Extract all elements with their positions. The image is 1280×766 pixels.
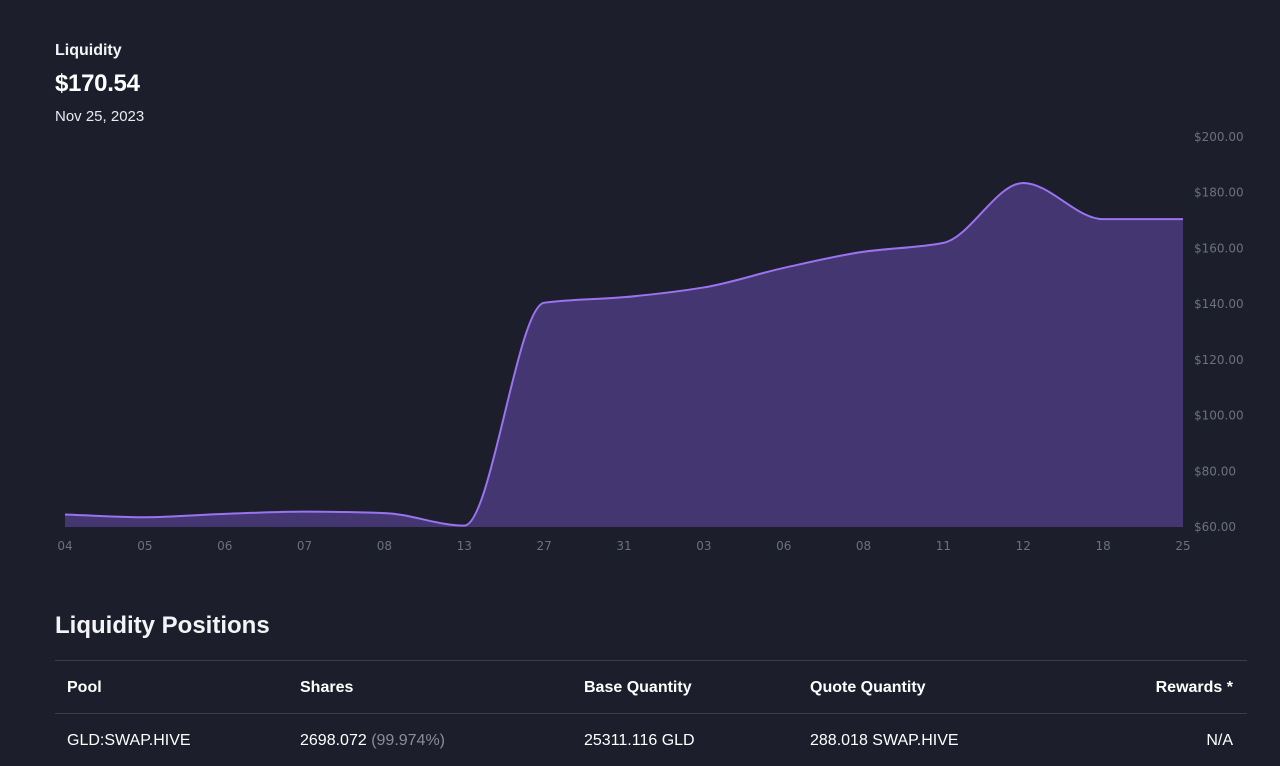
x-tick-label: 06 xyxy=(776,539,791,553)
x-tick-label: 11 xyxy=(936,539,951,553)
y-tick-label: $200.00 xyxy=(1194,130,1244,144)
quote-quantity-cell: 288.018 SWAP.HIVE xyxy=(810,732,959,749)
base-quantity-cell: 25311.116 GLD xyxy=(584,732,695,749)
x-tick-label: 31 xyxy=(616,539,631,553)
y-tick-label: $100.00 xyxy=(1194,409,1244,423)
section-title: Liquidity Positions xyxy=(55,612,270,639)
x-axis-ticks: 04 05 06 07 08 13 27 31 03 06 08 11 12 18 25 xyxy=(57,539,1190,553)
liquidity-area xyxy=(65,182,1183,527)
header-pool[interactable]: Pool xyxy=(67,679,102,696)
header-quote-quantity[interactable]: Quote Quantity xyxy=(810,679,926,696)
x-tick-label: 13 xyxy=(457,539,472,553)
header-rewards[interactable]: Rewards * xyxy=(1155,679,1233,696)
pool-cell[interactable]: GLD:SWAP.HIVE xyxy=(67,732,191,749)
shares-cell: 2698.072 (99.974%) xyxy=(300,732,445,750)
x-tick-label: 27 xyxy=(537,539,552,553)
liquidity-summary: Liquidity $170.54 Nov 25, 2023 xyxy=(55,42,144,125)
y-tick-label: $80.00 xyxy=(1194,464,1236,478)
liquidity-date: Nov 25, 2023 xyxy=(55,108,145,125)
liquidity-label: Liquidity xyxy=(55,42,122,59)
shares-value: 2698.072 xyxy=(300,732,367,749)
rewards-cell: N/A xyxy=(1206,732,1233,749)
header-base-quantity[interactable]: Base Quantity xyxy=(584,679,692,696)
liquidity-chart: $200.00 $180.00 $160.00 $140.00 $120.00 $100.… xyxy=(57,130,1244,553)
liquidity-line xyxy=(64,181,1183,527)
x-tick-label: 12 xyxy=(1016,539,1031,553)
x-tick-label: 08 xyxy=(377,539,392,553)
header-shares[interactable]: Shares xyxy=(300,679,354,696)
x-tick-label: 06 xyxy=(217,539,232,553)
x-tick-label: 04 xyxy=(57,539,72,553)
x-tick-label: 03 xyxy=(696,539,711,553)
liquidity-value: $170.54 xyxy=(55,70,140,97)
x-tick-label: 25 xyxy=(1175,539,1190,553)
y-tick-label: $120.00 xyxy=(1194,353,1244,367)
shares-percent: (99.974%) xyxy=(371,732,446,749)
y-axis-ticks: $200.00 $180.00 $160.00 $140.00 $120.00 $100.… xyxy=(1194,130,1244,534)
y-tick-label: $140.00 xyxy=(1194,297,1244,311)
y-tick-label: $60.00 xyxy=(1194,520,1236,534)
positions-table: Pool Shares Base Quantity Quote Quantity… xyxy=(55,660,1247,766)
x-tick-label: 08 xyxy=(856,539,871,553)
y-tick-label: $180.00 xyxy=(1194,186,1244,200)
y-tick-label: $160.00 xyxy=(1194,241,1244,255)
x-tick-label: 18 xyxy=(1096,539,1111,553)
table-row[interactable]: GLD:SWAP.HIVE 2698.072 (99.974%) 25311.1… xyxy=(55,714,1247,766)
x-tick-label: 05 xyxy=(137,539,152,553)
table-header-row: Pool Shares Base Quantity Quote Quantity… xyxy=(55,660,1247,714)
x-tick-label: 07 xyxy=(297,539,312,553)
